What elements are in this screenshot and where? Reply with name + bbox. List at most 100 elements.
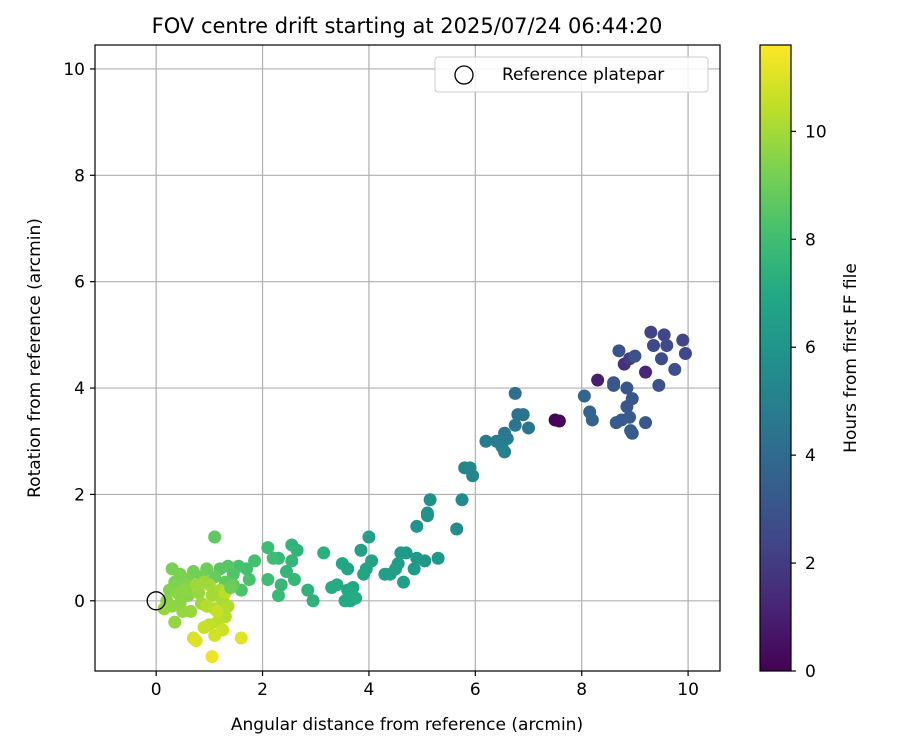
y-tick-label: 10 <box>63 60 85 80</box>
x-tick-label: 4 <box>364 680 375 700</box>
scatter-point <box>178 583 192 597</box>
colorbar-gradient <box>759 44 792 672</box>
scatter-point <box>200 599 214 613</box>
legend-entry-label: Reference platepar <box>502 65 664 85</box>
scatter-point <box>628 349 642 363</box>
chart-title: FOV centre drift starting at 2025/07/24 … <box>152 14 663 38</box>
colorbar-label: Hours from first FF file <box>841 263 861 453</box>
scatter-point <box>522 421 536 435</box>
scatter-point <box>272 588 286 602</box>
scatter-point <box>397 575 411 589</box>
axis-ticks: 0 2 4 6 8 10 0 2 4 6 8 10 <box>63 60 699 700</box>
y-tick-label: 2 <box>74 485 85 505</box>
scatter-point <box>516 408 530 422</box>
scatter-point <box>678 346 692 360</box>
scatter-point <box>450 522 464 536</box>
y-tick-label: 6 <box>74 273 85 293</box>
colorbar-ticks: 0 2 4 6 8 10 <box>791 122 827 682</box>
scatter-point <box>290 543 304 557</box>
scatter-point <box>197 620 211 634</box>
legend-box <box>434 56 709 93</box>
y-tick-label: 0 <box>74 592 85 612</box>
reference-platepar-marker <box>146 591 166 611</box>
scatter-point <box>466 469 480 483</box>
y-tick-label: 8 <box>74 166 85 186</box>
colorbar: 0 2 4 6 8 10 Hours from first FF file <box>759 44 861 682</box>
scatter-point <box>261 541 275 555</box>
scatter-point <box>612 344 626 358</box>
colorbar-tick-label: 6 <box>805 338 816 358</box>
scatter-point <box>287 573 301 587</box>
legend-open-circle-marker <box>454 65 474 85</box>
x-tick-label: 10 <box>677 680 699 700</box>
scatter-point <box>317 546 331 560</box>
scatter-point <box>644 325 658 339</box>
scatter-point <box>224 580 238 594</box>
scatter-point <box>208 628 222 642</box>
scatter-point <box>508 386 522 400</box>
scatter-point <box>306 594 320 608</box>
scatter-point <box>620 381 634 395</box>
scatter-point <box>652 378 666 392</box>
scatter-point <box>362 530 376 544</box>
scatter-point <box>248 554 262 568</box>
scatter-point <box>455 493 469 507</box>
scatter-point <box>301 583 315 597</box>
scatter-point <box>279 565 293 579</box>
x-tick-label: 8 <box>576 680 587 700</box>
scatter-point <box>431 551 445 565</box>
colorbar-tick-label: 10 <box>805 122 827 142</box>
colorbar-tick-label: 2 <box>805 554 816 574</box>
scatter-point <box>654 352 668 366</box>
scatter-point <box>607 378 621 392</box>
colorbar-tick-label: 8 <box>805 230 816 250</box>
scatter-point <box>639 365 653 379</box>
x-tick-label: 2 <box>257 680 268 700</box>
scatter-point <box>189 634 203 648</box>
scatter-points <box>157 325 692 664</box>
plot-frame <box>94 44 721 672</box>
scatter-point <box>410 551 424 565</box>
scatter-point <box>647 339 661 353</box>
scatter-point <box>420 506 434 520</box>
colorbar-tick-label: 0 <box>805 662 816 682</box>
scatter-point <box>335 557 349 571</box>
y-axis-label: Rotation from reference (arcmin) <box>25 218 45 498</box>
scatter-point <box>498 445 512 459</box>
scatter-point <box>205 650 219 664</box>
scatter-point <box>184 604 198 618</box>
scatter-point <box>624 424 638 438</box>
scatter-point <box>378 567 392 581</box>
scatter-point <box>591 373 605 387</box>
scatter-point <box>479 434 493 448</box>
scatter-point <box>660 339 674 353</box>
scatter-point <box>577 389 591 403</box>
scatter-point <box>552 414 566 428</box>
scatter-point <box>208 530 222 544</box>
scatter-point <box>423 493 437 507</box>
scatter-point <box>657 328 671 342</box>
scatter-point <box>620 400 634 414</box>
x-axis-label: Angular distance from reference (arcmin) <box>231 715 583 735</box>
x-tick-label: 0 <box>151 680 162 700</box>
scatter-point <box>354 543 368 557</box>
scatter-point <box>261 573 275 587</box>
scatter-point <box>234 631 248 645</box>
scatter-point <box>410 519 424 533</box>
scatter-point <box>210 604 224 618</box>
scatter-point <box>609 416 623 430</box>
scatter-point <box>357 567 371 581</box>
scatter-point <box>639 416 653 430</box>
scatter-point <box>157 602 171 616</box>
colorbar-tick-label: 4 <box>805 446 816 466</box>
scatter-point <box>341 583 355 597</box>
y-tick-label: 4 <box>74 379 85 399</box>
legend: Reference platepar <box>434 56 709 93</box>
scatter-point <box>266 551 280 565</box>
scatter-point <box>285 554 299 568</box>
scatter-point <box>242 573 256 587</box>
scatter-point <box>676 333 690 347</box>
scatter-point <box>349 591 363 605</box>
x-tick-label: 6 <box>470 680 481 700</box>
